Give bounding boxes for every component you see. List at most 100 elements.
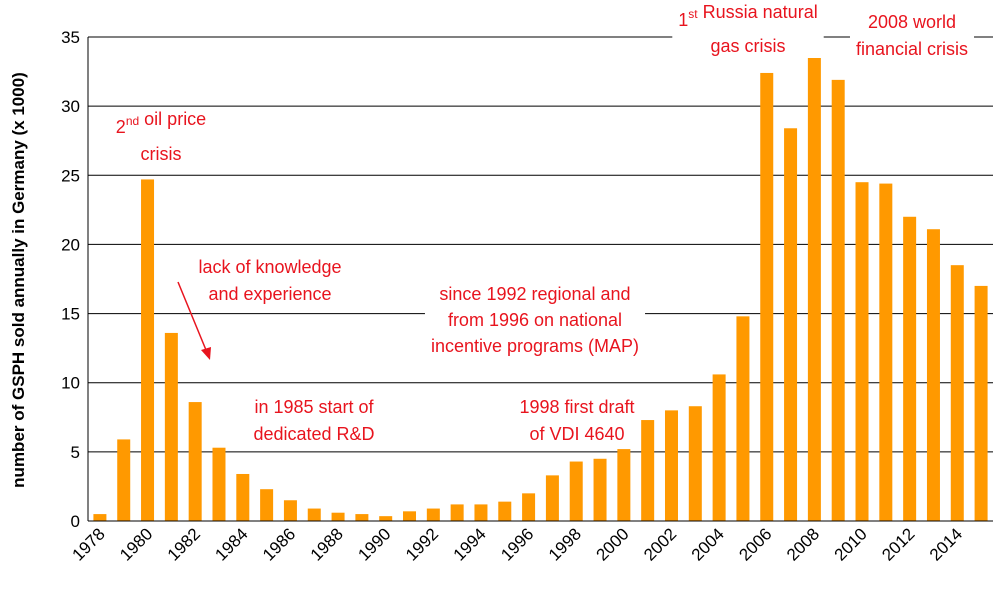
- y-tick-label: 30: [61, 97, 80, 116]
- x-tick-label: 2004: [688, 524, 728, 564]
- bar: [498, 501, 512, 521]
- bar: [474, 504, 488, 521]
- annotation: crisis: [141, 144, 182, 164]
- annotation-text: 2: [116, 117, 126, 137]
- bar: [522, 493, 536, 521]
- annotation: 1st Russia natural: [678, 2, 817, 30]
- y-tick-label: 15: [61, 305, 80, 324]
- x-tick-label: 1980: [116, 524, 156, 564]
- x-tick-label: 1984: [211, 524, 251, 564]
- annotation-text: and experience: [208, 284, 331, 304]
- annotation-superscript: st: [688, 7, 698, 21]
- bar: [141, 179, 155, 522]
- x-tick-label: 1992: [402, 524, 442, 564]
- bar: [617, 449, 631, 521]
- x-tick-label: 1988: [307, 524, 347, 564]
- annotations: 2nd oil price crisis lack of knowledge and …: [116, 0, 975, 444]
- x-tick-label: 2002: [640, 524, 680, 564]
- annotation: financial crisis: [856, 39, 968, 59]
- grid: [88, 36, 993, 522]
- annotation: lack of knowledge: [198, 257, 341, 277]
- annotation-superscript: nd: [126, 114, 139, 128]
- bar: [450, 504, 464, 521]
- annotation: in 1985 start of: [254, 397, 374, 417]
- annotation-text: Russia natural: [698, 2, 818, 22]
- y-tick-label: 0: [71, 512, 80, 531]
- annotation-text: in 1985 start of: [254, 397, 374, 417]
- annotation-background: [672, 0, 824, 58]
- annotation: dedicated R&D: [253, 424, 374, 444]
- y-axis-label: number of GSPH sold annually in Germany …: [9, 72, 28, 488]
- annotation: incentive programs (MAP): [431, 336, 639, 356]
- x-tick-label: 1982: [164, 524, 204, 564]
- annotation-text: 2008 world: [868, 12, 956, 32]
- bar: [831, 79, 845, 522]
- arrow-head: [201, 347, 211, 360]
- annotation: of VDI 4640: [529, 424, 624, 444]
- bar: [926, 229, 940, 521]
- x-tick-label: 2000: [593, 524, 633, 564]
- y-tick-label: 5: [71, 443, 80, 462]
- bar: [403, 511, 417, 521]
- annotation: since 1992 regional and: [439, 284, 630, 304]
- annotation-text: gas crisis: [710, 36, 785, 56]
- bar: [593, 458, 607, 521]
- bar: [355, 514, 369, 521]
- annotation: and experience: [208, 284, 331, 304]
- bar: [117, 439, 131, 521]
- annotation-text: 1998 first draft: [519, 397, 634, 417]
- annotation-text: of VDI 4640: [529, 424, 624, 444]
- y-tick-label: 35: [61, 28, 80, 47]
- bar: [164, 332, 178, 521]
- x-tick-label: 1986: [259, 524, 299, 564]
- x-tick-label: 1996: [497, 524, 537, 564]
- annotation: gas crisis: [710, 36, 785, 56]
- y-tick-label: 20: [61, 235, 80, 254]
- bar: [212, 447, 226, 521]
- bar: [736, 316, 750, 521]
- annotation-text: financial crisis: [856, 39, 968, 59]
- bar: [712, 374, 726, 521]
- bar: [664, 410, 678, 521]
- annotation: 2008 world: [868, 12, 956, 32]
- bar: [784, 128, 798, 522]
- x-tick-label: 2008: [783, 524, 823, 564]
- annotation: 2nd oil price: [116, 109, 206, 137]
- bar: [569, 461, 583, 521]
- x-tick-label: 1994: [450, 524, 490, 564]
- arrow: [177, 281, 207, 351]
- x-tick-label: 2006: [735, 524, 775, 564]
- bar: [260, 489, 274, 521]
- bar: [283, 500, 297, 521]
- annotation-text: incentive programs (MAP): [431, 336, 639, 356]
- x-tick-label: 2014: [926, 524, 966, 564]
- bar: [236, 473, 250, 521]
- y-tick-label: 25: [61, 166, 80, 185]
- annotation-text: lack of knowledge: [198, 257, 341, 277]
- annotation-text: dedicated R&D: [253, 424, 374, 444]
- bar: [903, 216, 917, 521]
- annotation-text: from 1996 on national: [448, 310, 622, 330]
- annotation-text: since 1992 regional and: [439, 284, 630, 304]
- bar: [307, 508, 321, 521]
- bar: [426, 508, 440, 521]
- bar: [688, 406, 702, 521]
- annotation-text: crisis: [141, 144, 182, 164]
- annotation-background: [424, 282, 646, 358]
- bar: [760, 72, 774, 521]
- bar: [855, 182, 869, 521]
- bar: [188, 402, 202, 521]
- annotation-text: oil price: [139, 109, 206, 129]
- y-tick-label: 10: [61, 374, 80, 393]
- bar: [641, 420, 655, 521]
- bar: [331, 512, 345, 521]
- annotation-background: [849, 10, 975, 61]
- bar: [93, 514, 107, 521]
- x-tick-label: 1990: [354, 524, 394, 564]
- bar: [545, 475, 559, 521]
- x-tick-label: 1998: [545, 524, 585, 564]
- annotation-text: 1: [678, 10, 688, 30]
- bar: [974, 285, 988, 521]
- bar: [950, 265, 964, 521]
